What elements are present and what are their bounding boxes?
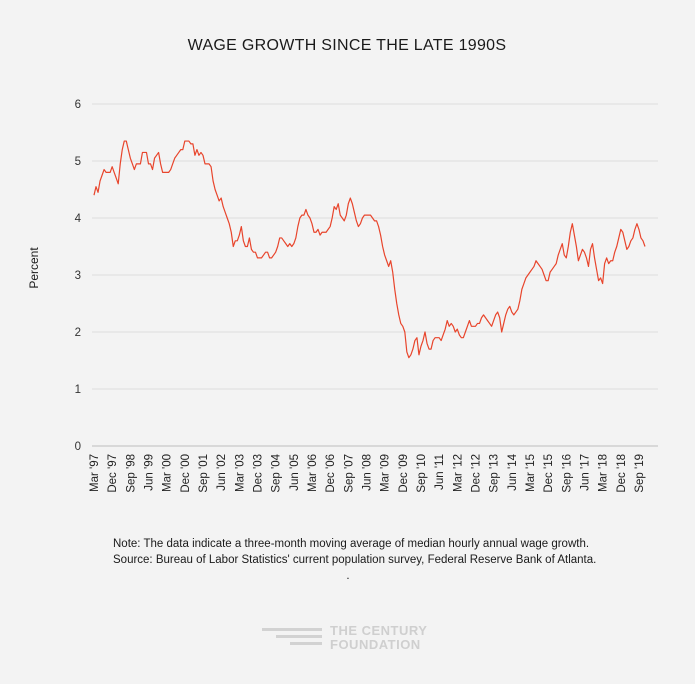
x-tick-label: Dec '18 — [616, 454, 628, 493]
x-tick-label: Dec '00 — [180, 454, 192, 493]
logo-line-2: FOUNDATION — [330, 637, 421, 652]
note-dot: . — [346, 570, 350, 582]
x-tick-label: Dec '97 — [107, 454, 119, 493]
x-tick-label: Dec '12 — [470, 454, 482, 493]
x-tick-label: Mar '09 — [380, 454, 392, 492]
x-tick-label: Sep '16 — [561, 454, 573, 493]
x-tick-label: Sep '13 — [489, 454, 501, 493]
y-tick-label: 2 — [75, 327, 81, 339]
x-tick-label: Jun '08 — [361, 454, 373, 491]
logo-text: THE CENTURY FOUNDATION — [330, 624, 427, 652]
x-tick-label: Dec '06 — [325, 454, 337, 493]
series-line-wage-growth — [93, 140, 646, 359]
y-axis-ticks: 0 1 2 3 4 5 6 — [75, 99, 82, 453]
x-tick-label: Jun '99 — [143, 454, 155, 491]
y-tick-label: 6 — [75, 99, 81, 111]
x-tick-label: Jun '02 — [216, 454, 228, 491]
chart-notes: Note: The data indicate a three-month mo… — [113, 536, 596, 584]
x-tick-label: Sep '01 — [198, 454, 210, 493]
chart-title: WAGE GROWTH SINCE THE LATE 1990S — [188, 37, 507, 54]
source-text: Source: Bureau of Labor Statistics' curr… — [113, 554, 597, 566]
x-tick-label: Jun '17 — [579, 454, 591, 491]
x-axis-ticks: Mar '97 Dec '97 Sep '98 Jun '99 Mar '00 Dec '… — [89, 453, 646, 492]
gridlines — [92, 103, 658, 447]
y-tick-label: 5 — [75, 156, 81, 168]
series-layer — [93, 140, 646, 359]
x-tick-label: Dec '15 — [543, 454, 555, 493]
y-axis-label: Percent — [27, 247, 41, 289]
x-tick-label: Dec '09 — [398, 454, 410, 493]
x-tick-label: Sep '04 — [271, 453, 283, 492]
x-tick-label: Mar '12 — [452, 454, 464, 492]
x-tick-label: Mar '97 — [89, 454, 101, 492]
y-tick-label: 1 — [75, 384, 81, 396]
x-tick-label: Jun '11 — [434, 454, 446, 490]
y-tick-label: 0 — [75, 441, 81, 453]
x-tick-label: Sep '10 — [416, 454, 428, 493]
logo-line-1: THE CENTURY — [330, 623, 428, 638]
x-tick-label: Jun '14 — [507, 453, 519, 490]
note-text: Note: The data indicate a three-month mo… — [113, 538, 590, 550]
x-tick-label: Sep '98 — [125, 454, 137, 493]
x-tick-label: Mar '15 — [525, 454, 537, 492]
x-tick-label: Sep '19 — [634, 454, 646, 493]
x-tick-label: Jun '05 — [289, 454, 301, 491]
century-foundation-logo: THE CENTURY FOUNDATION — [262, 624, 442, 654]
x-tick-label: Mar '18 — [598, 454, 610, 492]
x-tick-label: Mar '00 — [162, 454, 174, 492]
x-tick-label: Mar '06 — [307, 454, 319, 492]
x-tick-label: Sep '07 — [343, 454, 355, 493]
x-tick-label: Mar '03 — [234, 454, 246, 492]
y-tick-label: 3 — [75, 270, 81, 282]
x-tick-label: Dec '03 — [252, 454, 264, 493]
y-tick-label: 4 — [75, 213, 82, 225]
logo-mark-icon — [262, 628, 322, 645]
